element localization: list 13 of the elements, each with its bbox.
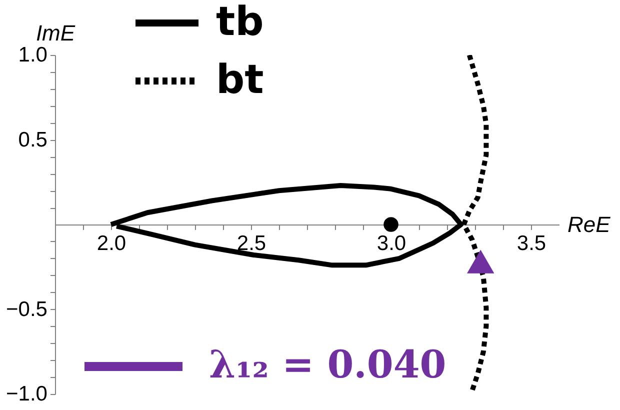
x-tick-label: 3.0	[376, 232, 406, 255]
x-tick-label: 2.0	[96, 232, 126, 255]
y-axis-title: ImE	[36, 20, 76, 46]
legend-label: λ₁₂ = 0.040	[209, 342, 446, 386]
x-tick-label: 3.5	[516, 232, 546, 255]
x-tick-label: 2.5	[236, 232, 266, 255]
x-axis-title: ReE	[568, 212, 611, 237]
y-tick-label: −1.0	[6, 382, 48, 406]
y-tick-label: −0.5	[6, 298, 48, 321]
legend-label: tb	[216, 0, 264, 45]
legend-label: bt	[216, 57, 264, 103]
y-tick-label: 1.0	[18, 44, 48, 66]
y-tick-label: 0.5	[18, 128, 48, 152]
